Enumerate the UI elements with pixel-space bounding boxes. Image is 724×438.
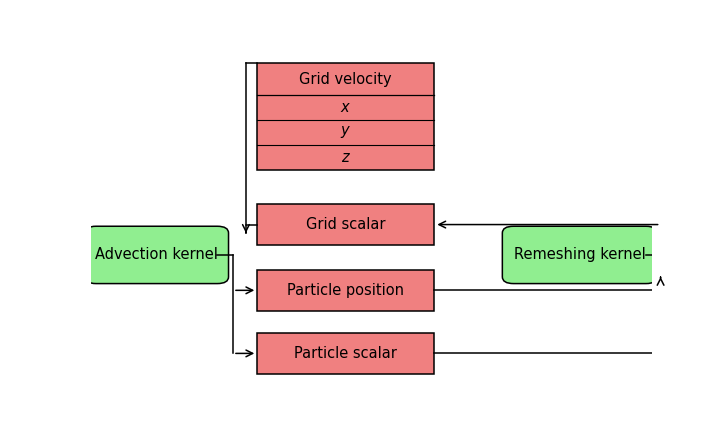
Text: Particle scalar: Particle scalar: [295, 346, 397, 361]
Text: $y$: $y$: [340, 124, 351, 140]
Text: Advection kernel: Advection kernel: [96, 247, 218, 262]
Text: $x$: $x$: [340, 100, 351, 115]
Bar: [257, 204, 434, 245]
Bar: [257, 333, 434, 374]
Text: Grid velocity: Grid velocity: [300, 71, 392, 87]
Text: Particle position: Particle position: [287, 283, 404, 298]
Text: $z$: $z$: [341, 150, 351, 165]
Bar: [257, 270, 434, 311]
FancyBboxPatch shape: [502, 226, 657, 283]
FancyBboxPatch shape: [85, 226, 229, 283]
Text: Grid scalar: Grid scalar: [306, 217, 386, 232]
Bar: [257, 64, 434, 170]
Text: Remeshing kernel: Remeshing kernel: [514, 247, 646, 262]
